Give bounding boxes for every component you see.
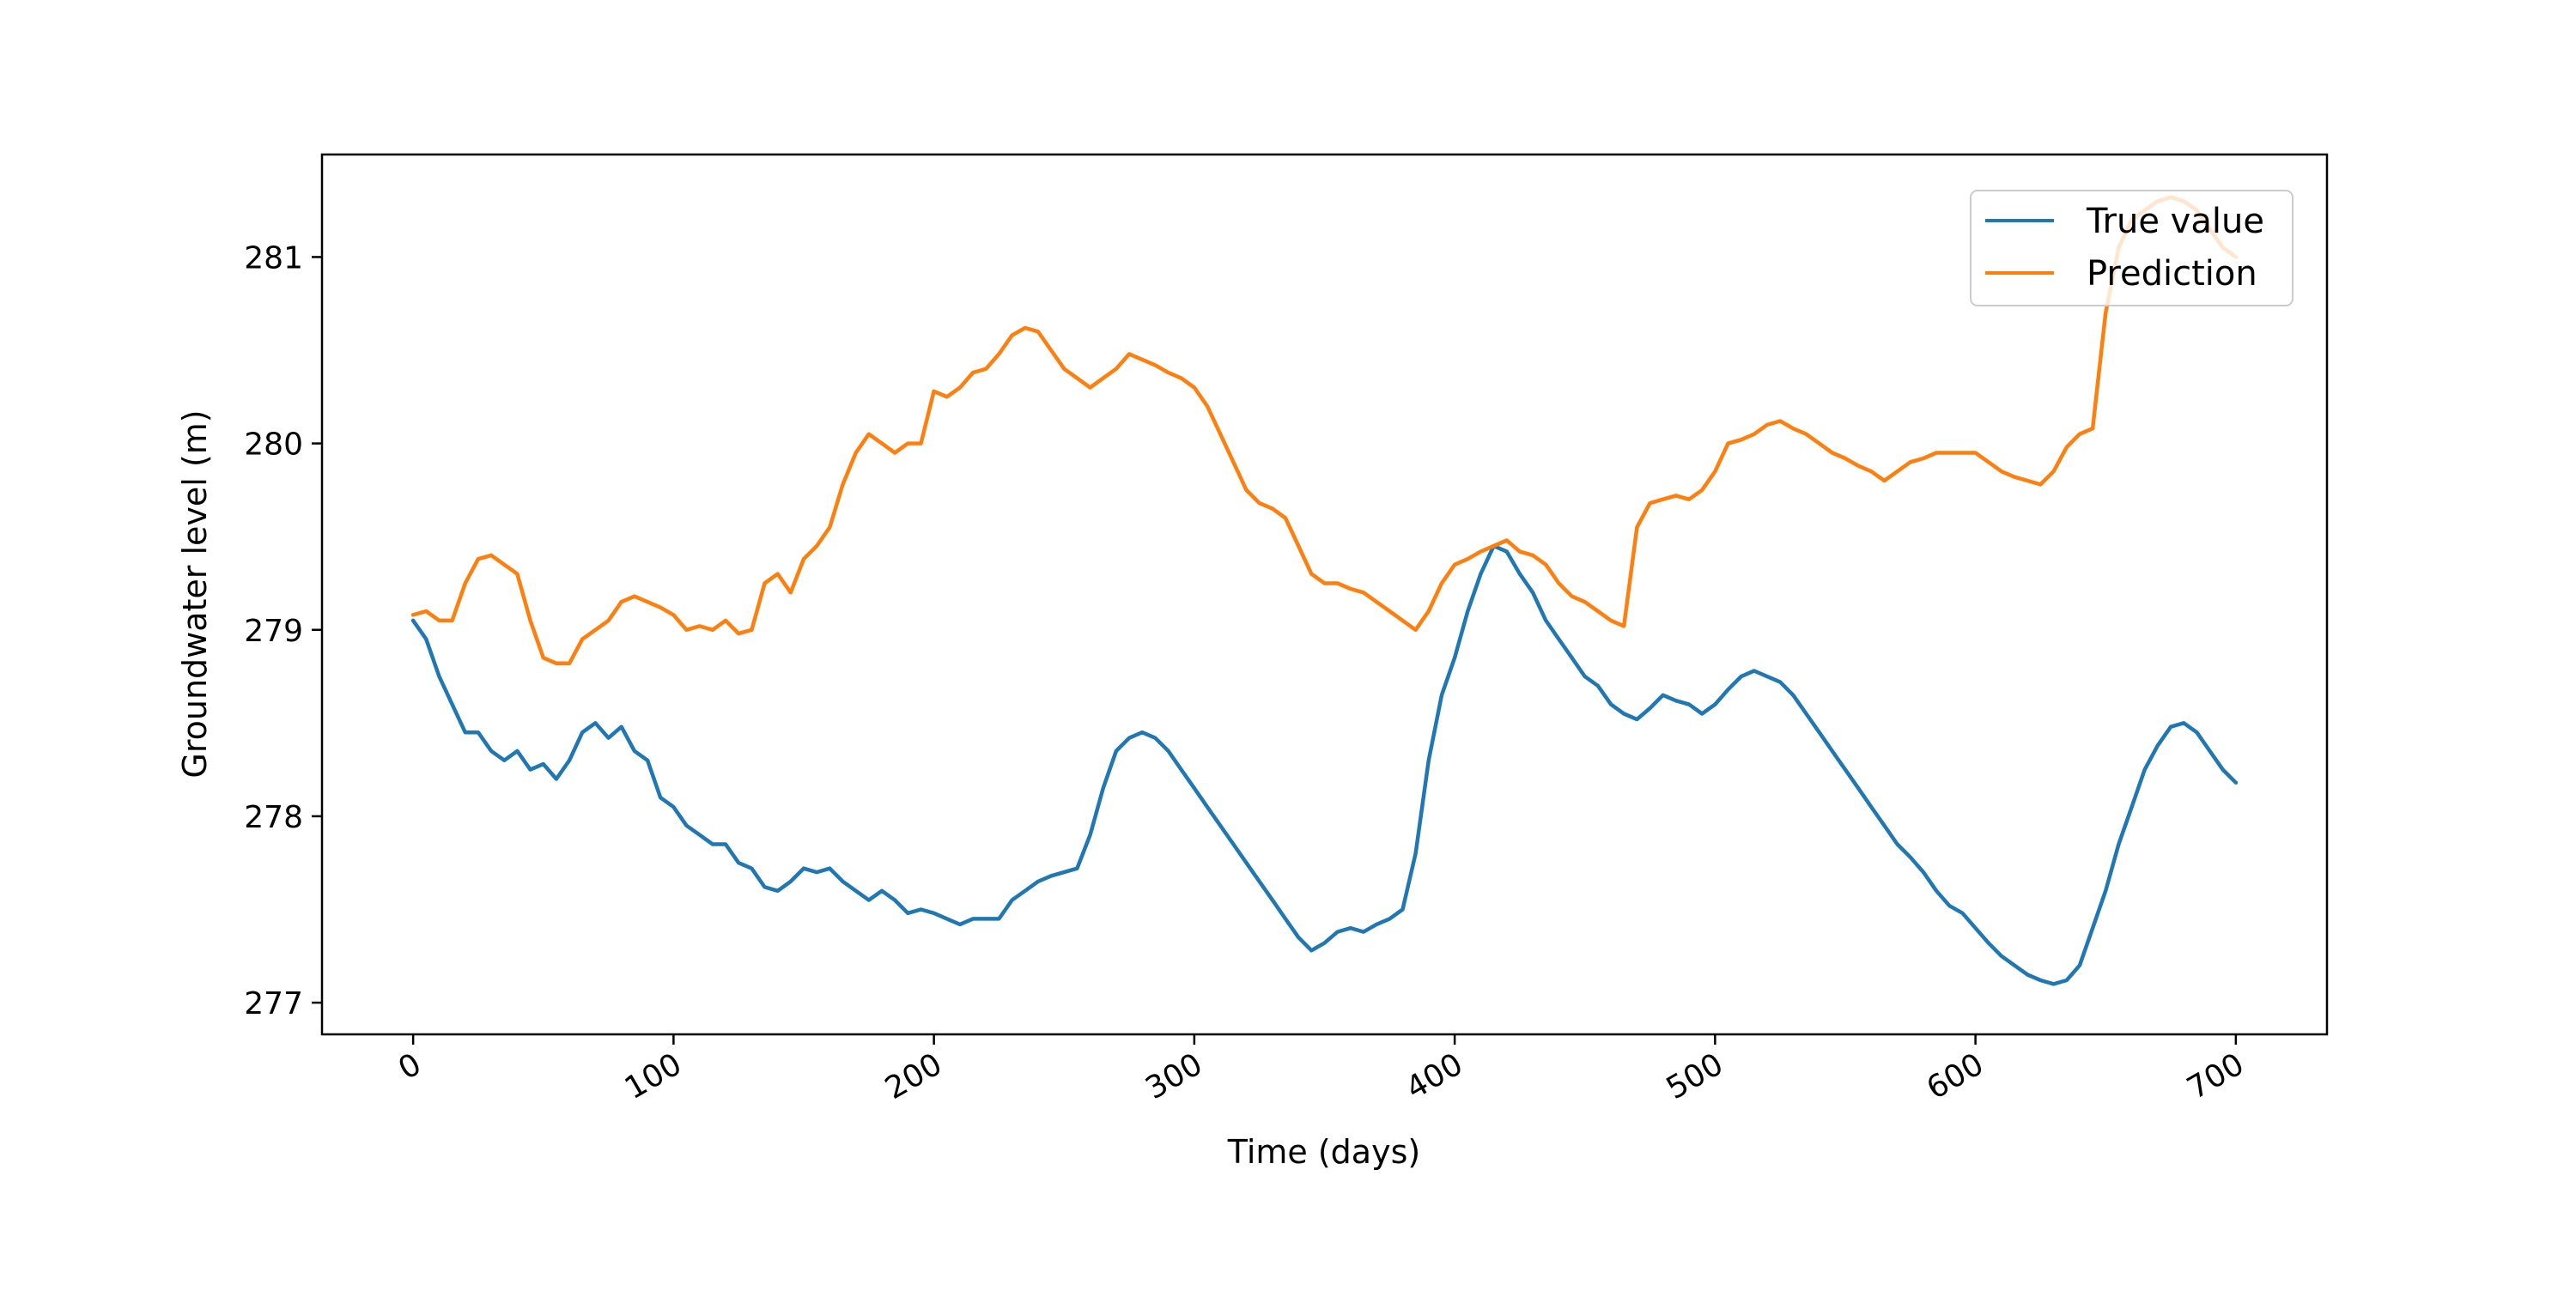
legend-label-true-value: True value [2086,202,2264,241]
series-line-true-value [410,543,2239,986]
series-layer [410,195,2239,986]
y-axis: 277 278 279 280 281 [244,240,322,1021]
y-tick-label: 277 [244,986,303,1021]
y-axis-label: Groundwater level (m) [176,409,214,778]
y-tick-label: 278 [244,800,303,835]
y-tick-label: 279 [244,614,303,649]
y-tick-label: 281 [244,240,303,276]
legend-label-prediction: Prediction [2087,254,2257,294]
series-line-prediction [410,195,2239,666]
x-axis-label: Time (days) [1227,1133,1420,1171]
legend: True value Prediction [1970,190,2293,306]
y-tick-label: 280 [244,427,303,463]
plot-frame [320,153,2329,1036]
